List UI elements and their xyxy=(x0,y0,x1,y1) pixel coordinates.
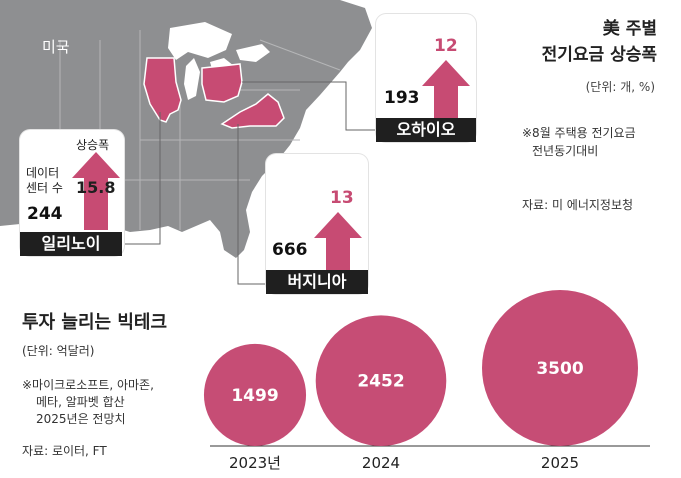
ohio-leader xyxy=(242,81,376,131)
map-title-line1: 美 주별 xyxy=(602,19,657,39)
map-title-line2: 전기요금 상승폭 xyxy=(541,45,657,65)
ohio-label: 오하이오 xyxy=(376,118,476,142)
illinois-increase: 15.8 xyxy=(76,178,116,197)
illinois-arrow xyxy=(72,152,120,230)
bubble-value-label: 2452 xyxy=(357,372,404,392)
ohio-count: 193 xyxy=(384,88,420,108)
map-note-line2: 전년동기대비 xyxy=(532,144,599,158)
bubble-note-line1: ※마이크로소프트, 아마존, xyxy=(22,378,154,392)
illinois-count: 244 xyxy=(27,204,63,224)
virginia-increase: 13 xyxy=(330,188,354,208)
bubble-2024 xyxy=(315,315,447,446)
bubble-source: 자료: 로이터, FT xyxy=(22,444,107,458)
illinois-caption: 상승폭 xyxy=(76,138,110,152)
virginia-arrow xyxy=(314,212,362,270)
bubble-note-line3: 2025년은 전망치 xyxy=(36,412,126,426)
map-source: 자료: 미 에너지정보청 xyxy=(522,198,634,212)
bubble-value-label: 3500 xyxy=(536,359,583,379)
map-unit: (단위: 개, %) xyxy=(585,80,655,94)
ohio-increase: 12 xyxy=(434,36,458,56)
bubble-value-label: 1499 xyxy=(231,386,278,406)
virginia-count: 666 xyxy=(272,240,308,260)
bubble-title: 투자 늘리는 빅테크 xyxy=(22,312,168,333)
illinois-label: 일리노이 xyxy=(20,232,122,256)
ohio-arrow xyxy=(422,60,470,118)
bubble-category-label: 2025 xyxy=(541,454,579,472)
bubble-unit: (단위: 억달러) xyxy=(22,344,95,358)
bubble-2025 xyxy=(482,290,638,446)
illinois-shape xyxy=(143,57,182,123)
bubble-category-label: 2024 xyxy=(362,454,400,472)
bubble-note-line2: 메타, 알파벳 합산 xyxy=(36,395,125,409)
bubble-2023년 xyxy=(203,343,307,446)
illinois-count-caption: 데이터 센터 수 xyxy=(26,166,63,195)
virginia-shape xyxy=(220,93,285,129)
illinois-leader xyxy=(122,112,161,245)
great-lakes xyxy=(168,22,270,100)
ohio-shape xyxy=(201,63,243,103)
map-note-line1: ※8월 주택용 전기요금 xyxy=(522,126,636,140)
virginia-label: 버지니아 xyxy=(266,270,368,294)
country-label: 미국 xyxy=(42,38,70,56)
bubble-category-label: 2023년 xyxy=(229,454,281,472)
